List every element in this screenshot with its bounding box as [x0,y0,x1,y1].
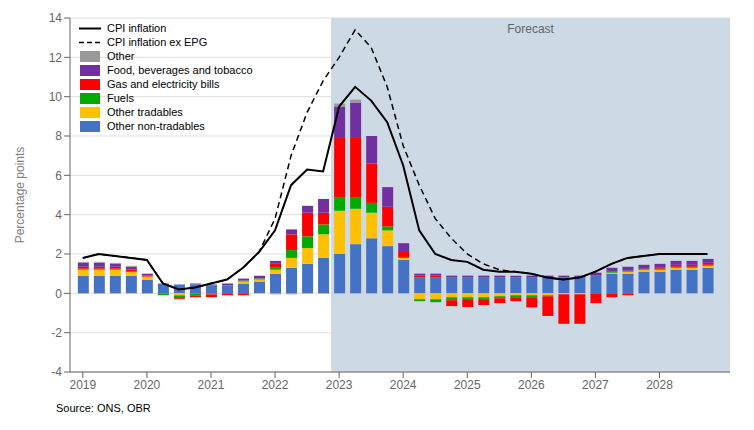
svg-text:2020: 2020 [134,378,161,392]
svg-text:12: 12 [49,51,63,65]
svg-text:2019: 2019 [69,378,96,392]
html-text:CPI inflation: CPI inflation [107,22,167,34]
svg-text:2027: 2027 [582,378,609,392]
svg-text:8: 8 [55,129,62,143]
svg-text:Percentage points: Percentage points [13,147,27,244]
svg-text:-2: -2 [51,326,62,340]
svg-text:2023: 2023 [326,378,353,392]
svg-text:2021: 2021 [198,378,225,392]
svg-text:2026: 2026 [518,378,545,392]
svg-text:Forecast: Forecast [507,22,554,36]
html-text:Gas and electricity bills: Gas and electricity bills [107,78,220,90]
svg-text:-4: -4 [51,365,62,379]
svg-text:0: 0 [55,287,62,301]
svg-text:2022: 2022 [262,378,289,392]
html-text:Source: ONS, OBR: Source: ONS, OBR [56,402,151,414]
html-text:Food, beverages and tobacco: Food, beverages and tobacco [107,64,253,76]
html-text:CPI inflation ex EPG: CPI inflation ex EPG [107,36,208,48]
html-text:Other: Other [107,50,135,62]
html-text:Other tradables: Other tradables [107,106,183,118]
svg-text:2028: 2028 [646,378,673,392]
svg-text:14: 14 [49,11,63,25]
svg-text:2025: 2025 [454,378,481,392]
html-text:Other non-tradables: Other non-tradables [107,120,205,132]
svg-text:6: 6 [55,169,62,183]
svg-text:10: 10 [49,90,63,104]
html-text:Fuels: Fuels [107,92,134,104]
svg-text:2: 2 [55,247,62,261]
svg-text:2024: 2024 [390,378,417,392]
svg-text:4: 4 [55,208,62,222]
